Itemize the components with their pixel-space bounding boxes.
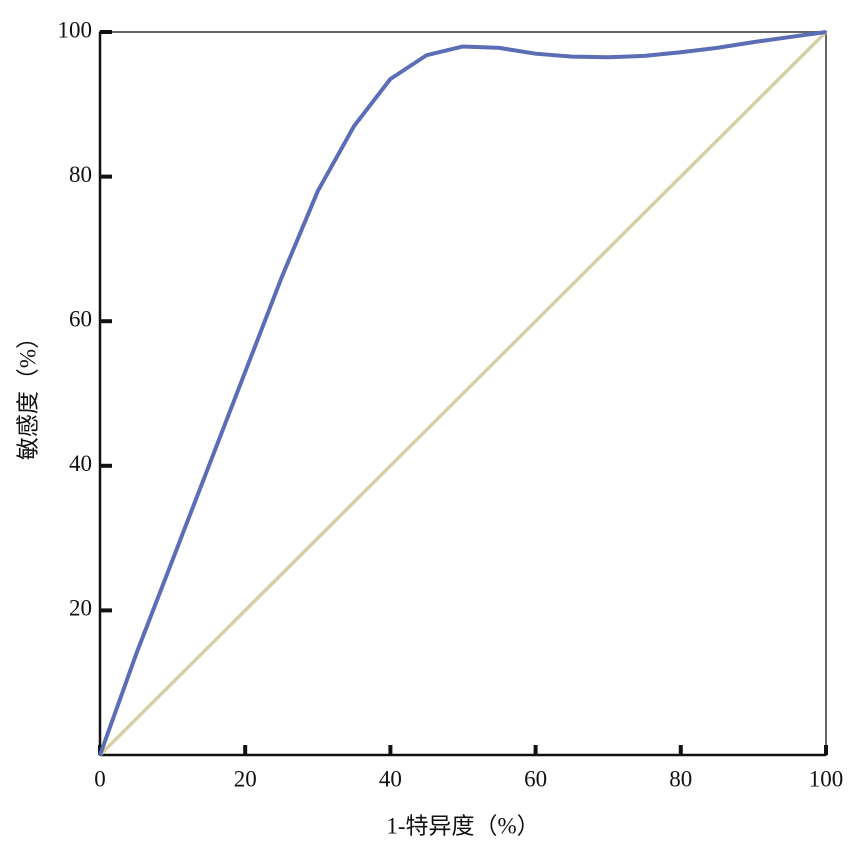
y-tick-label: 100	[58, 17, 93, 42]
y-tick-label: 60	[69, 306, 92, 331]
x-tick-label: 60	[524, 766, 547, 791]
x-tick-label: 0	[94, 766, 106, 791]
x-tick-label: 20	[234, 766, 257, 791]
x-tick-label: 100	[809, 766, 844, 791]
y-tick-label: 80	[69, 162, 92, 187]
y-tick-label: 40	[69, 451, 92, 476]
x-tick-label: 80	[669, 766, 692, 791]
x-tick-label: 40	[379, 766, 402, 791]
y-tick-label: 20	[69, 596, 92, 621]
roc-line	[98, 30, 828, 757]
y-axis-label: 敏感度（%）	[15, 326, 40, 460]
roc-line	[98, 30, 827, 756]
x-axis-label: 1-特异度（%）	[386, 813, 539, 838]
